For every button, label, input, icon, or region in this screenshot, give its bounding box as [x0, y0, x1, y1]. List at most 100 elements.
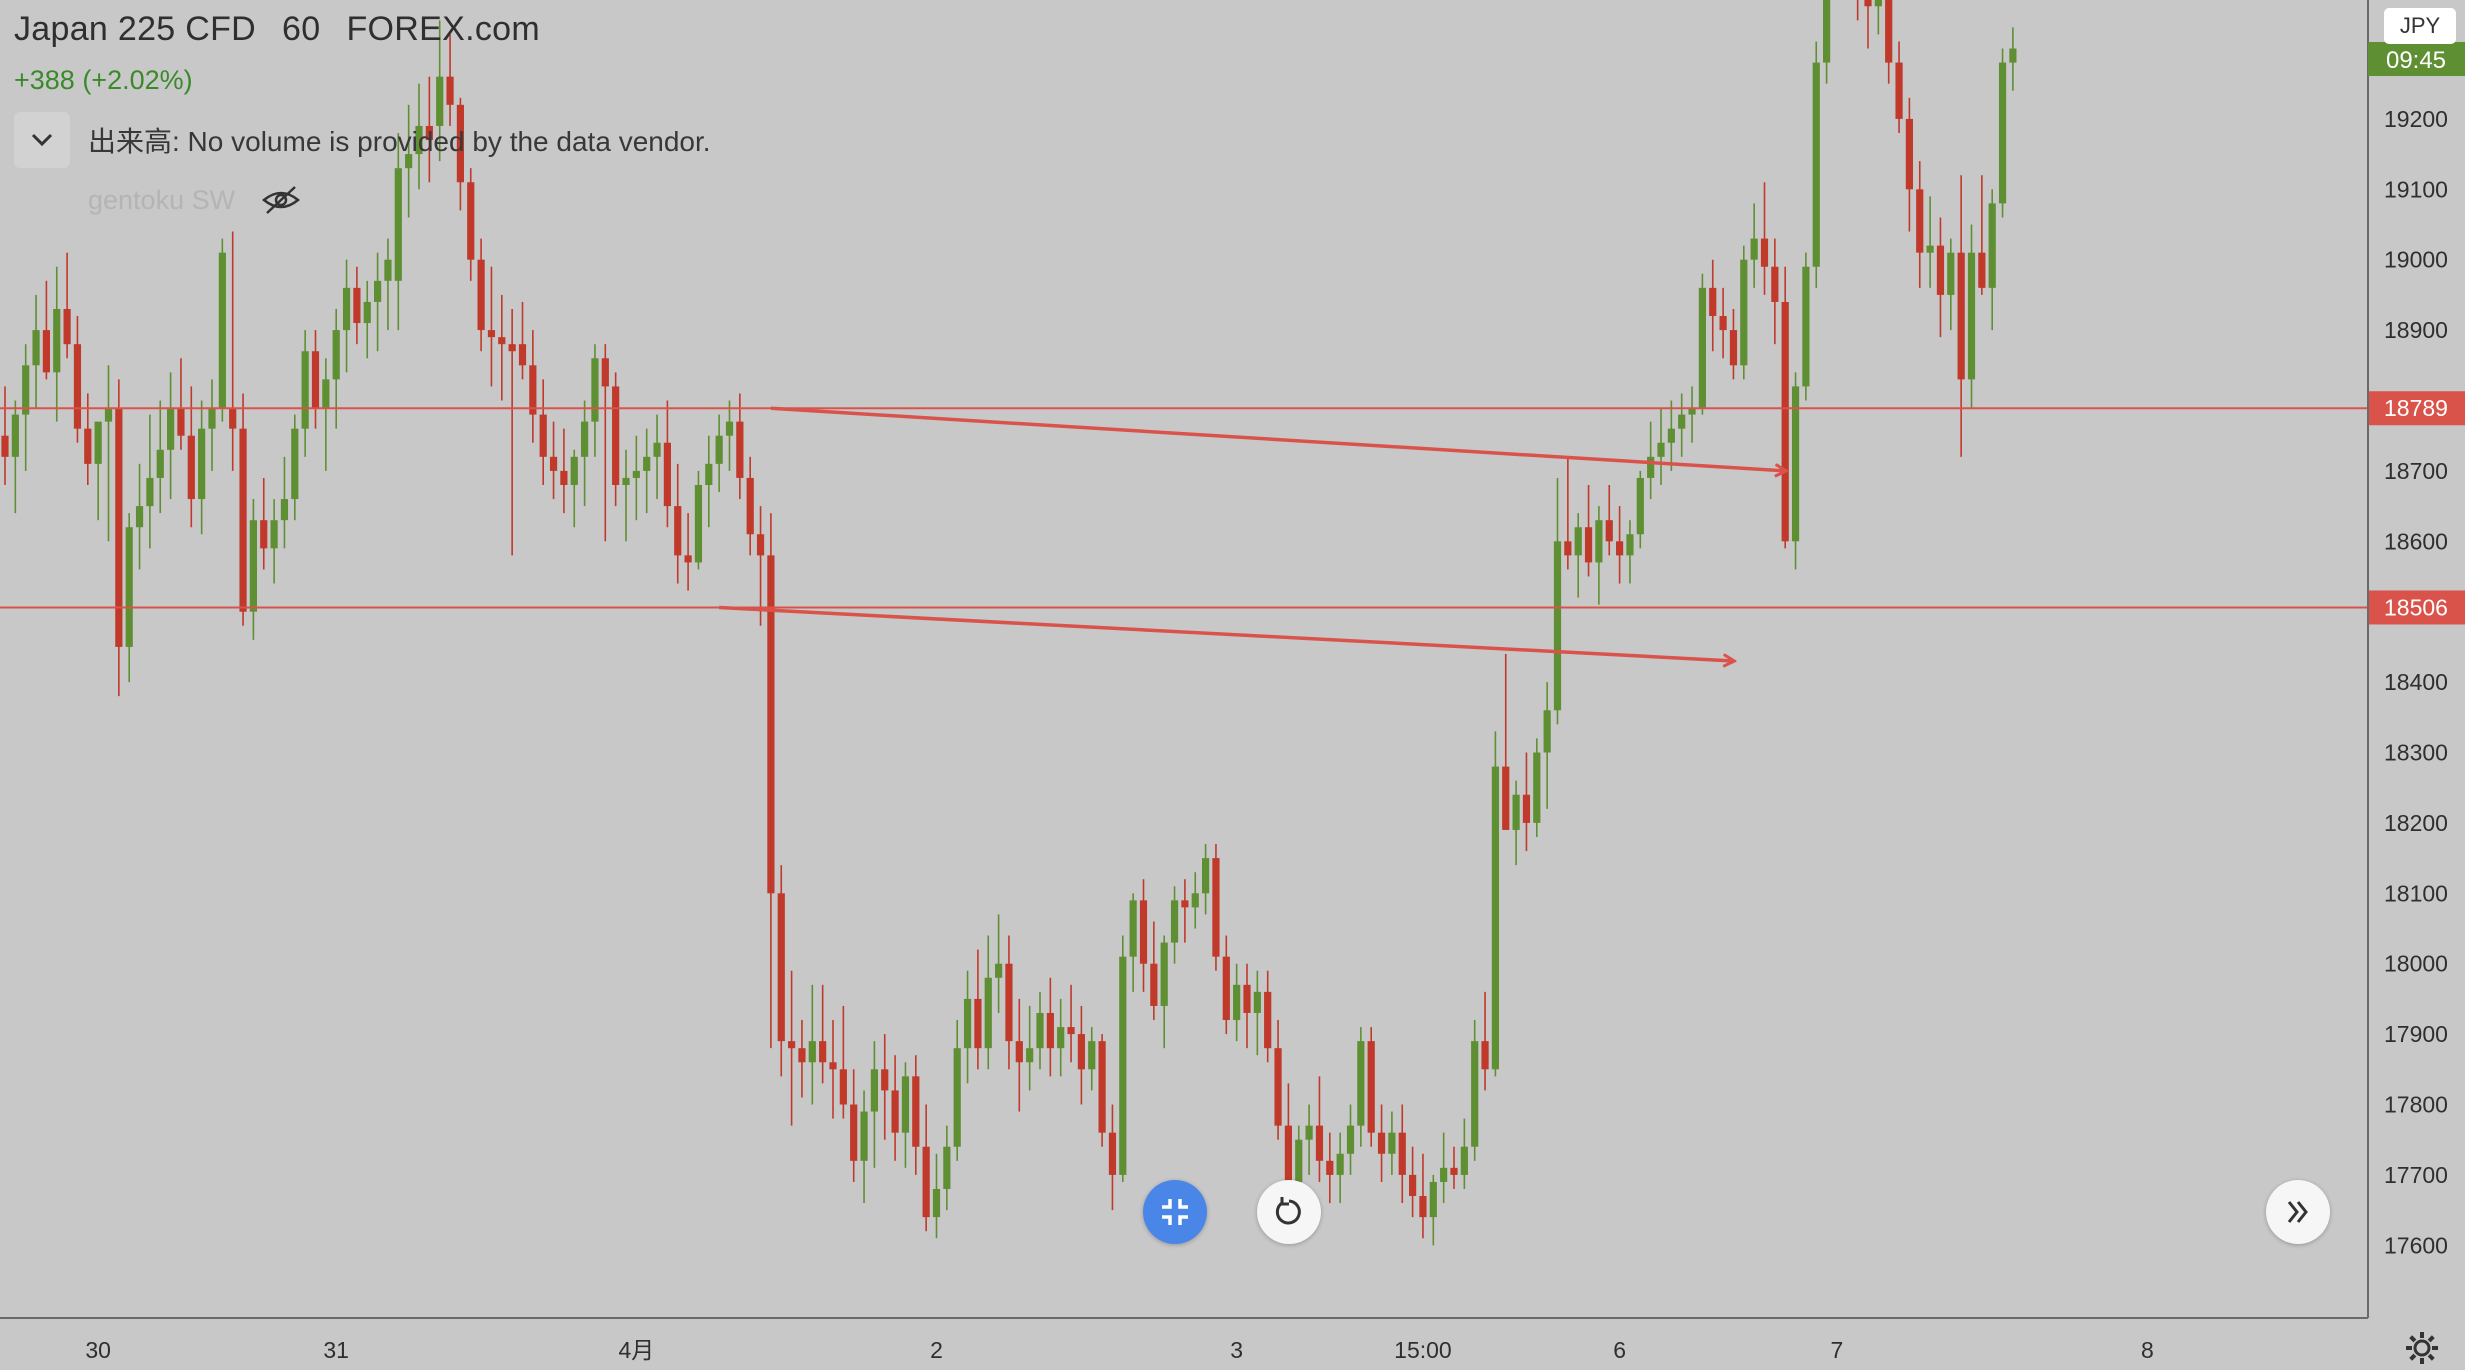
- gear-icon[interactable]: [2404, 1330, 2440, 1366]
- candle: [1885, 0, 1893, 84]
- candle-body: [363, 301, 371, 324]
- candle-body: [808, 1041, 816, 1063]
- candle: [1460, 1118, 1468, 1189]
- candle: [870, 1041, 878, 1168]
- candle: [477, 238, 485, 352]
- candle-body: [539, 414, 547, 457]
- candle: [622, 449, 630, 542]
- indicator-name[interactable]: gentoku SW: [88, 184, 236, 215]
- candle: [115, 379, 123, 697]
- candle: [249, 499, 257, 640]
- candle: [436, 20, 444, 162]
- candle-body: [1936, 245, 1945, 295]
- currency-badge[interactable]: JPY: [2384, 8, 2456, 44]
- time-tick-label: 4月: [618, 1337, 654, 1363]
- reset-icon: [1275, 1197, 1301, 1225]
- price-tick-label: 18200: [2384, 810, 2448, 836]
- candle-body: [1512, 794, 1520, 830]
- candle: [1440, 1132, 1448, 1204]
- candle: [187, 386, 195, 528]
- candle-body: [249, 520, 257, 612]
- candle: [1812, 41, 1820, 288]
- collapse-legend-button[interactable]: [14, 112, 70, 168]
- candle: [1709, 259, 1717, 352]
- candle: [467, 168, 475, 281]
- candle: [415, 83, 423, 190]
- candle-body: [115, 407, 123, 647]
- candle: [1139, 879, 1148, 992]
- interval[interactable]: 60: [282, 10, 321, 48]
- candle: [1388, 1111, 1396, 1175]
- price-tick-label: 18400: [2384, 669, 2448, 695]
- reset-chart-button[interactable]: [1257, 1180, 1321, 1244]
- candle: [1522, 752, 1531, 852]
- time-axis-panel: [0, 1318, 2465, 1370]
- symbol-name[interactable]: Japan 225 CFD: [14, 10, 257, 48]
- candle: [1553, 477, 1562, 725]
- candle-body: [498, 337, 506, 345]
- candle: [1377, 1104, 1386, 1182]
- candle-body: [1202, 858, 1210, 894]
- time-tick-label: 2: [930, 1337, 943, 1363]
- candle-body: [674, 506, 682, 556]
- candle-body: [1543, 710, 1551, 753]
- candle: [1264, 970, 1272, 1063]
- price-axis-panel: [2368, 0, 2465, 1370]
- candle-body: [943, 1146, 951, 1189]
- candle-body: [1967, 252, 1976, 380]
- candle-body: [1222, 956, 1230, 1021]
- candle: [125, 513, 133, 683]
- candle: [653, 414, 661, 500]
- time-tick-label: 3: [1230, 1337, 1243, 1363]
- candle: [1481, 991, 1489, 1091]
- price-tick-label: 18600: [2384, 528, 2448, 554]
- candle: [922, 1104, 930, 1232]
- candle: [1005, 935, 1013, 1070]
- candle-body: [146, 477, 154, 507]
- candle-body: [1243, 984, 1251, 1013]
- candle: [1212, 844, 1220, 971]
- candle-body: [84, 428, 92, 464]
- candle: [1856, 0, 1859, 21]
- price-ticks: 19200 19100 19000 18900 18700 18600 18400 18300…: [2384, 106, 2448, 1258]
- candle-body: [881, 1069, 889, 1091]
- candle-body: [643, 456, 651, 471]
- volume-label: 出来高: No volume is provided by the data v…: [88, 126, 711, 157]
- candle: [777, 865, 785, 1077]
- candle-body: [1522, 794, 1531, 823]
- candle-body: [1802, 266, 1810, 387]
- eye-off-icon[interactable]: [261, 184, 301, 216]
- candle: [146, 414, 154, 549]
- exit-fullscreen-button[interactable]: [1143, 1180, 1207, 1244]
- candle: [1998, 48, 2007, 218]
- candle-body: [1346, 1125, 1355, 1154]
- candle: [560, 428, 568, 514]
- candle: [1181, 879, 1189, 943]
- candle: [291, 414, 299, 521]
- candle: [1160, 935, 1168, 1049]
- candle-body: [1864, 0, 1872, 7]
- candle-body: [1191, 893, 1199, 908]
- candle: [229, 231, 237, 471]
- candle: [1564, 456, 1572, 570]
- candle: [1729, 308, 1738, 380]
- candle-body: [1015, 1041, 1023, 1063]
- candle-body: [1377, 1132, 1386, 1154]
- candle-body: [1170, 900, 1179, 943]
- candle-body: [549, 456, 558, 471]
- candle: [1657, 407, 1665, 485]
- candle: [850, 1069, 858, 1182]
- candle: [529, 330, 537, 443]
- candle-body: [694, 484, 703, 563]
- candle: [570, 449, 578, 528]
- candle-body: [94, 421, 102, 464]
- candle-body: [1295, 1139, 1303, 1182]
- candle-body: [591, 358, 599, 422]
- candle-body: [1088, 1041, 1096, 1070]
- candle-body: [529, 365, 537, 415]
- candle: [1512, 780, 1520, 866]
- candle: [353, 266, 361, 345]
- candle: [1905, 97, 1913, 232]
- scroll-to-realtime-button[interactable]: [2266, 1180, 2330, 1244]
